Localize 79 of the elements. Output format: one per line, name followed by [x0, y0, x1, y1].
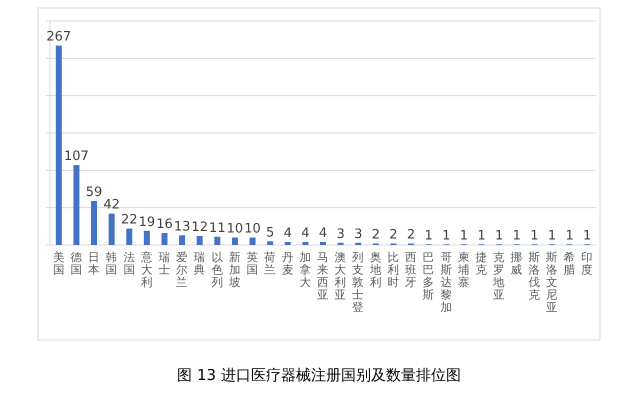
x-tick-label: 克罗地亚 [492, 250, 506, 302]
data-label: 1 [442, 228, 450, 244]
data-label: 10 [226, 222, 244, 237]
data-label: 22 [120, 212, 138, 228]
x-tick-label: 丹麦 [282, 250, 294, 276]
x-tick-label: 澳大利亚 [334, 250, 347, 302]
bar [144, 230, 150, 245]
data-label: 3 [336, 226, 345, 242]
data-label: 3 [354, 226, 362, 242]
data-label: 4 [318, 226, 328, 242]
data-label: 2 [372, 228, 380, 243]
data-label: 10 [244, 222, 261, 237]
x-tick-label: 瑞典 [194, 250, 206, 276]
x-tick-label: 以色列 [211, 250, 224, 289]
data-label: 1 [460, 228, 468, 244]
bar [91, 200, 98, 245]
data-label: 1 [477, 228, 486, 244]
data-label: 1 [530, 228, 538, 244]
x-tick-label: 美国 [52, 250, 65, 276]
x-tick-label: 新加坡 [228, 250, 241, 289]
bar [302, 242, 308, 245]
bar [284, 242, 291, 245]
data-label: 1 [494, 228, 504, 244]
data-label: 59 [86, 184, 102, 200]
x-tick-label: 巴巴多斯 [422, 250, 435, 302]
data-label: 2 [406, 228, 416, 243]
data-label: 42 [103, 198, 120, 213]
x-tick-label: 柬埔寨 [456, 250, 470, 289]
bar [250, 238, 256, 245]
text: 图 13 进口医疗器械注册国别及数量排位图 [177, 366, 461, 384]
x-tick-label: 斯洛伐克 [528, 250, 540, 302]
data-label: 12 [191, 220, 208, 236]
x-tick-label: 斯洛文尼亚 [546, 250, 558, 314]
data-label: 2 [389, 228, 398, 243]
bar [73, 165, 80, 245]
data-label: 107 [64, 149, 89, 164]
x-tick-label: 法国 [123, 250, 136, 276]
data-label: 267 [46, 30, 72, 45]
data-label: 1 [424, 228, 433, 244]
x-tick-label: 希腊 [564, 250, 576, 276]
x-tick-label: 加拿大 [299, 250, 312, 289]
data-label: 1 [512, 228, 521, 244]
bar [320, 242, 326, 245]
data-label: 5 [266, 225, 274, 240]
data-label: 16 [156, 217, 173, 232]
data-label: 1 [548, 228, 556, 244]
x-tick-label: 爱尔兰 [176, 250, 188, 289]
x-tick-label: 哥斯达黎加 [440, 250, 452, 314]
x-tick-label: 荷兰 [264, 250, 276, 276]
x-tick-label: 捷克 [476, 250, 488, 276]
bar [108, 214, 115, 245]
bar [56, 46, 62, 245]
data-label: 1 [583, 228, 592, 244]
x-tick-label: 马来西亚 [317, 250, 329, 302]
bar [267, 241, 274, 245]
data-label: 13 [174, 219, 190, 234]
bar [232, 238, 238, 245]
x-tick-label: 日本 [88, 250, 100, 276]
data-label: 4 [301, 226, 310, 242]
x-tick-label: 挪威 [510, 250, 523, 276]
x-tick-label: 奥地利 [368, 250, 382, 289]
x-tick-label: 德国 [70, 250, 82, 276]
x-tick-label: 英国 [246, 250, 259, 276]
x-tick-label: 意大利 [140, 250, 153, 289]
data-label: 19 [138, 214, 156, 230]
data-label: 1 [565, 228, 574, 244]
bar [214, 236, 220, 245]
data-label: 11 [209, 220, 226, 236]
x-tick-label: 西班牙 [405, 250, 418, 289]
bar [126, 228, 132, 245]
x-tick-label: 印度 [581, 250, 594, 276]
x-tick-label: 列支敦士登 [352, 250, 364, 314]
x-tick-label: 比利时 [387, 250, 400, 289]
bar [179, 235, 186, 245]
bar [196, 236, 203, 245]
x-tick-label: 瑞士 [158, 250, 170, 276]
bar [161, 233, 168, 245]
x-tick-label: 韩国 [106, 250, 118, 276]
data-label: 4 [284, 226, 292, 242]
